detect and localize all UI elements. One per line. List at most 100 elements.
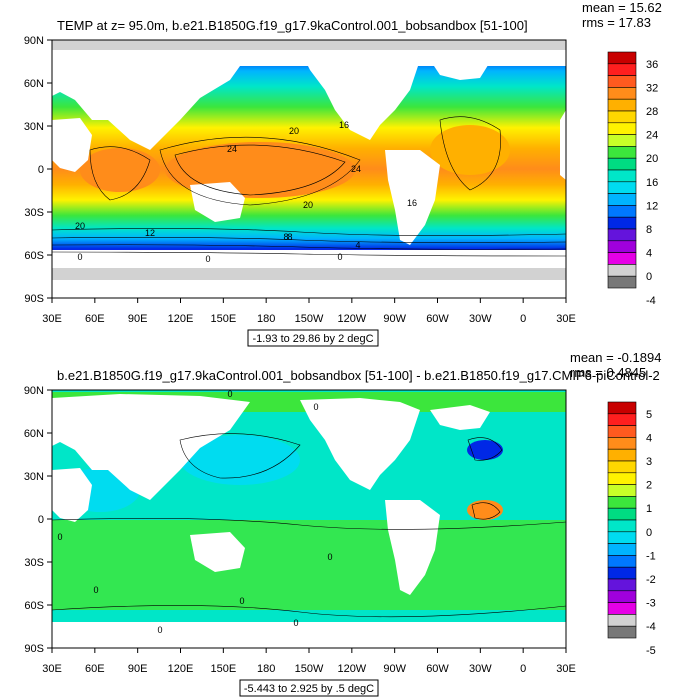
bottom-antarctic-nodata bbox=[52, 622, 566, 648]
top-contour-label: 20 bbox=[289, 126, 299, 136]
bottom-lon-label: 0 bbox=[520, 663, 526, 675]
bottom-colorbar-label: 2 bbox=[646, 480, 652, 492]
top-range-note: -1.93 to 29.86 by 2 degC bbox=[252, 333, 373, 345]
bottom-contour-label: 0 bbox=[57, 532, 62, 542]
bottom-colorbar-label: 0 bbox=[646, 527, 652, 539]
top-contour-label: 0 bbox=[77, 252, 82, 262]
top-colorbar-swatch bbox=[607, 75, 637, 88]
bottom-lat-label: 30N bbox=[24, 471, 44, 483]
bottom-lat-label: 60N bbox=[24, 428, 44, 440]
top-lat-axis: 90N 60N 30N 0 30S 60S 90S bbox=[24, 35, 52, 305]
bottom-colorbar-swatch bbox=[607, 472, 637, 485]
bottom-lon-label: 120E bbox=[168, 663, 194, 675]
top-colorbar-swatch bbox=[607, 134, 637, 147]
top-colorbar-label: 12 bbox=[646, 200, 658, 212]
top-contour-lines bbox=[52, 116, 566, 257]
top-contour-label: 8 bbox=[283, 232, 288, 242]
top-colorbar-swatch bbox=[607, 252, 637, 265]
top-lon-label: 30W bbox=[469, 313, 492, 325]
top-colorbar-swatch bbox=[607, 264, 637, 277]
top-colorbar-swatch bbox=[607, 146, 637, 159]
top-contour-label: 24 bbox=[351, 164, 361, 174]
top-contour-label: 0 bbox=[205, 254, 210, 264]
top-lon-label: 30E bbox=[556, 313, 576, 325]
bottom-lat-axis: 90N 60N 30N 0 30S 60S 90S bbox=[24, 385, 52, 655]
bottom-colorbar-swatch bbox=[607, 566, 637, 580]
top-colorbar-label: 24 bbox=[646, 130, 658, 142]
top-colorbar-label: 20 bbox=[646, 153, 658, 165]
bottom-colorbar-swatch bbox=[607, 507, 637, 521]
top-contour-label: 20 bbox=[75, 221, 85, 231]
bottom-contour-label: 0 bbox=[93, 585, 98, 595]
top-map-field: 20 16 24 24 20 16 20 12 88 4 0 0 0 bbox=[52, 40, 566, 298]
top-colorbar-label: 8 bbox=[646, 224, 652, 236]
bottom-colorbar-swatch bbox=[607, 543, 637, 556]
bottom-colorbar-swatch bbox=[607, 401, 637, 415]
bottom-colorbar-label: 1 bbox=[646, 503, 652, 515]
bottom-contour-labels: 0 0 0 0 0 0 0 0 bbox=[57, 389, 332, 635]
top-lon-label: 90W bbox=[383, 313, 406, 325]
bottom-colorbar-swatch bbox=[607, 555, 637, 568]
bottom-lon-label: 30W bbox=[469, 663, 492, 675]
top-lon-label: 30E bbox=[42, 313, 62, 325]
bottom-colorbar-swatch bbox=[607, 531, 637, 544]
bottom-colorbar-label: 3 bbox=[646, 456, 652, 468]
bottom-colorbar-swatch bbox=[607, 425, 637, 438]
bottom-contour-lines bbox=[52, 433, 566, 618]
top-lon-label: 60E bbox=[85, 313, 105, 325]
bottom-colorbar-swatch bbox=[607, 578, 637, 592]
top-contour-label: 20 bbox=[303, 200, 313, 210]
top-colorbar-swatch bbox=[607, 193, 637, 206]
bottom-colorbar-swatch bbox=[607, 484, 637, 497]
bottom-colorbar-label: -2 bbox=[646, 574, 656, 586]
top-colorbar-swatch bbox=[607, 87, 637, 100]
bottom-lat-label: 60S bbox=[24, 600, 44, 612]
bottom-rms-stat: rms = 0.4845 bbox=[570, 365, 646, 380]
top-colorbar-swatch bbox=[607, 275, 637, 289]
bottom-mean-stat: mean = -0.1894 bbox=[570, 350, 661, 365]
bottom-southern-band bbox=[52, 520, 566, 610]
bottom-map-field: 0 0 0 0 0 0 0 0 bbox=[52, 389, 566, 648]
bottom-lon-label: 90W bbox=[383, 663, 406, 675]
top-lat-label: 30S bbox=[24, 207, 44, 219]
bottom-colorbar-label: 4 bbox=[646, 432, 652, 444]
top-contour-label: 16 bbox=[339, 120, 349, 130]
top-colorbar-swatch bbox=[607, 216, 637, 230]
top-colorbar-label: 28 bbox=[646, 106, 658, 118]
top-colorbar-label: 32 bbox=[646, 82, 658, 94]
bottom-contour-label: 0 bbox=[157, 625, 162, 635]
top-indian-warm bbox=[80, 148, 160, 192]
top-colorbar-swatch bbox=[607, 240, 637, 253]
top-colorbar-swatch bbox=[607, 122, 637, 135]
bottom-colorbar-swatch bbox=[607, 590, 637, 603]
top-colorbar-swatch bbox=[607, 157, 637, 171]
bottom-map-panel: 0 0 0 0 0 0 0 0 b.e21.B1850G.f19_g17.9kaControl… bbox=[24, 350, 661, 697]
bottom-colorbar-label: -3 bbox=[646, 598, 656, 610]
bottom-range-box bbox=[239, 679, 379, 697]
bottom-lon-label: 150E bbox=[210, 663, 236, 675]
bottom-atlantic-warm bbox=[467, 500, 503, 520]
bottom-contour-label: 0 bbox=[239, 596, 244, 606]
bottom-lon-label: 60E bbox=[85, 663, 105, 675]
top-lon-label: 180 bbox=[257, 313, 275, 325]
bottom-lon-label: 30E bbox=[556, 663, 576, 675]
bottom-colorbar-swatch bbox=[607, 625, 637, 639]
top-atlantic-warm bbox=[430, 125, 510, 175]
bottom-colorbar-label: 5 bbox=[646, 409, 652, 421]
top-lat-label: 60S bbox=[24, 250, 44, 262]
bottom-contour-label: 0 bbox=[227, 389, 232, 399]
top-sea-ice-south bbox=[52, 268, 566, 280]
top-colorbar-swatch bbox=[607, 228, 637, 242]
bottom-pacific-anomaly bbox=[180, 435, 300, 485]
bottom-colorbar-swatch bbox=[607, 448, 637, 462]
bottom-lon-label: 180 bbox=[257, 663, 275, 675]
bottom-land-mask bbox=[52, 394, 490, 595]
top-title: TEMP at z= 95.0m, b.e21.B1850G.f19_g17.9… bbox=[57, 18, 528, 33]
top-range-box bbox=[247, 329, 379, 347]
top-lat-label: 30N bbox=[24, 121, 44, 133]
top-lat-label: 60N bbox=[24, 78, 44, 90]
bottom-lon-label: 90E bbox=[128, 663, 148, 675]
bottom-colorbar-label: -1 bbox=[646, 550, 656, 562]
top-lat-label: 90S bbox=[24, 293, 44, 305]
